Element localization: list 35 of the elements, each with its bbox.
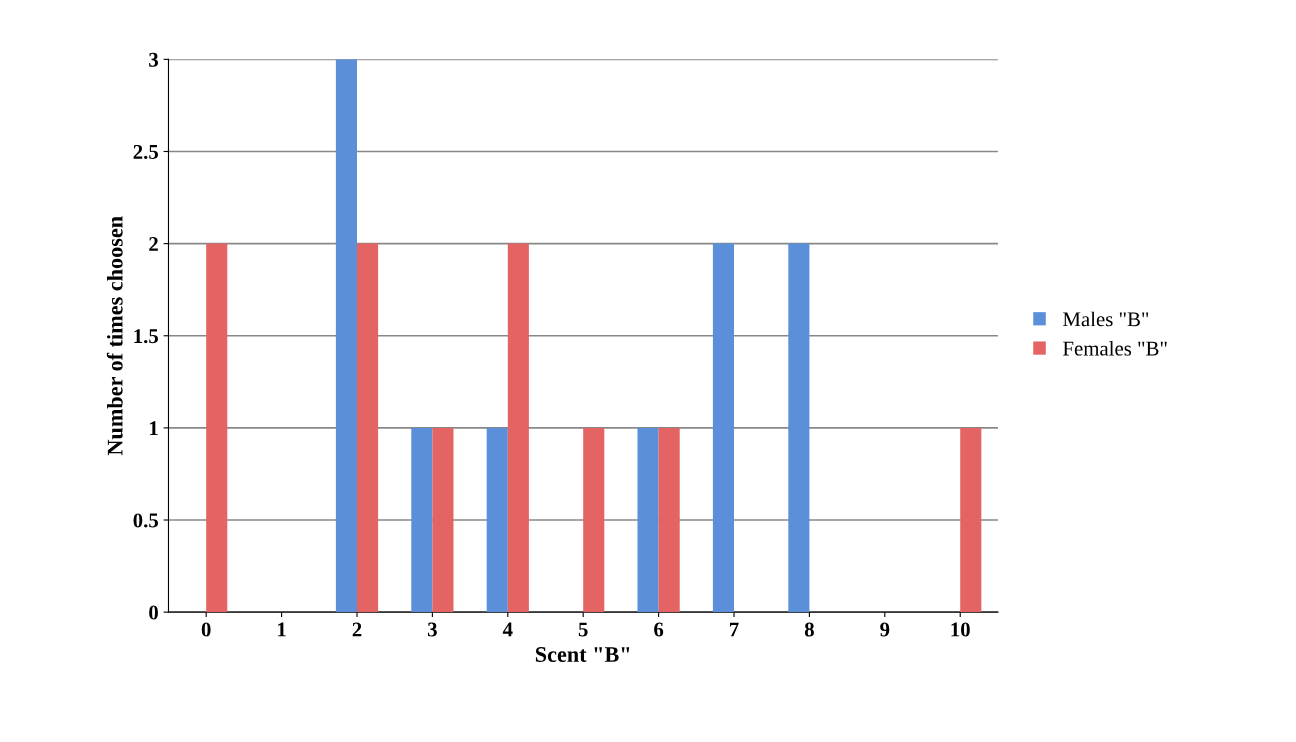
y-tick-label: 0 — [149, 605, 158, 620]
y-tick-label: 3 — [149, 52, 159, 67]
x-tick-label: 7 — [729, 622, 739, 637]
legend-label: Males "B" — [1063, 311, 1149, 327]
y-axis-title: Number of times choosen — [106, 216, 123, 456]
x-tick-label: 2 — [352, 622, 362, 637]
x-tick-label: 10 — [951, 622, 970, 637]
bar — [637, 427, 659, 613]
x-tick-label: 8 — [804, 622, 814, 637]
x-axis-title: Scent "B" — [535, 647, 630, 662]
x-tick-label: 0 — [201, 622, 211, 637]
bar — [658, 427, 680, 613]
x-tick-label: 1 — [278, 622, 286, 637]
bar — [788, 243, 810, 613]
bar — [356, 243, 379, 613]
bar — [411, 427, 433, 613]
bar — [432, 427, 454, 613]
y-tick-label: 0.5 — [133, 513, 158, 528]
bar — [583, 427, 605, 613]
y-tick-label: 1.5 — [134, 329, 158, 344]
legend-label: Females "B" — [1063, 340, 1167, 356]
bar — [507, 243, 529, 613]
y-tick-label: 2.5 — [133, 144, 158, 160]
bar — [335, 59, 357, 613]
x-tick-label: 9 — [880, 622, 890, 637]
y-tick-label: 2 — [149, 237, 158, 251]
x-tick-label: 4 — [502, 622, 513, 637]
y-tick-label: 1 — [150, 421, 158, 436]
x-tick-label: 3 — [427, 622, 437, 637]
x-tick-label: 6 — [654, 622, 664, 637]
bar — [712, 243, 735, 613]
bar — [486, 427, 508, 613]
x-tick-label: 5 — [578, 622, 588, 637]
bar — [206, 243, 228, 613]
bar — [960, 427, 982, 613]
